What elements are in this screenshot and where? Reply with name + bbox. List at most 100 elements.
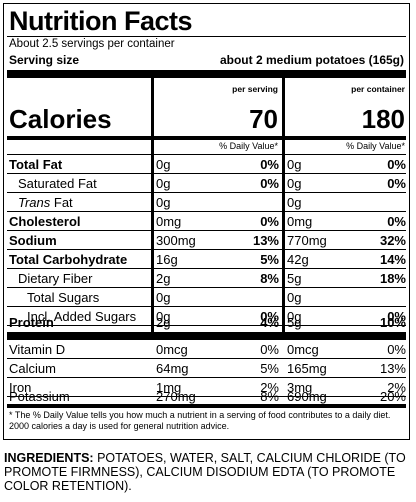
amount-per-serving: 2g [156,271,171,286]
nutrient-label: Sodium [9,233,57,248]
amount-per-serving: 0mcg [156,342,188,357]
dv-per-serving: 5% [260,252,279,267]
servings-per-container: About 2.5 servings per container [9,38,175,50]
nutrient-label: Saturated Fat [18,176,97,191]
serving-size-label: Serving size [9,53,80,67]
nutrient-row: Incl. Added Sugars 0g 0% 0g 0% [7,307,406,326]
dv-per-container: 14% [379,252,406,267]
nutrient-row: Trans Fat 0g 0g [7,193,406,212]
calories-per-serving: 70 [249,104,278,134]
daily-value-footnote: * The % Daily Value tells you how much a… [9,410,391,431]
vitamin-row: Calcium 64mg 5% 165mg 13% [7,359,406,378]
dv-per-container: 0% [387,309,406,324]
nutrient-label: Cholesterol [9,214,81,229]
nutrient-row: Cholesterol 0mg 0% 0mg 0% [7,212,406,231]
amount-per-serving: 0g [156,195,171,210]
nutrition-facts-panel: Nutrition Facts About 2.5 servings per c… [3,3,410,440]
nutrient-row: Total Carbohydrate 16g 5% 42g 14% [7,250,406,269]
amount-per-serving: 0g [156,157,171,172]
divider-thin [7,36,406,37]
nutrient-label-text: Fat [53,195,73,210]
dv-per-serving: 0% [260,176,279,191]
amount-per-container: 5g [287,271,302,286]
column-divider-left [151,78,154,334]
amount-per-serving: 270mg [156,389,196,404]
divider-medium [7,136,406,140]
ingredients: INGREDIENTS: POTATOES, WATER, SALT, CALC… [4,451,410,493]
dv-per-serving: 5% [260,361,279,376]
dv-per-serving: 8% [260,389,279,404]
dv-per-serving: 0% [260,309,279,324]
amount-per-serving: 64mg [156,361,189,376]
nutrient-label: Dietary Fiber [18,271,93,286]
dv-per-container: 0% [387,176,406,191]
nutrient-label: Total Sugars [27,290,100,305]
vitamin-row: Vitamin D 0mcg 0% 0mcg 0% [7,340,406,359]
amount-per-serving: 0g [156,290,171,305]
amount-per-container: 0g [287,290,302,305]
nutrient-row-protein: Protein 2g 4% 5g 10% [7,312,406,331]
dv-header-serving: % Daily Value* [219,141,278,151]
vitamin-label: Calcium [9,361,56,376]
divider-medium [7,404,406,408]
vitamin-label: Potassium [9,389,70,404]
divider-thick [7,70,406,78]
nutrient-row: Total Fat 0g 0% 0g 0% [7,155,406,174]
dv-per-container: 2% [387,380,406,395]
dv-per-serving: 2% [260,380,279,395]
amount-per-container: 42g [287,252,309,267]
amount-per-serving: 300mg [156,233,196,248]
nutrient-row: Dietary Fiber 2g 8% 5g 18% [7,269,406,288]
amount-per-container: 3mg [287,380,313,395]
nutrient-label: Trans Fat [18,195,73,210]
dv-per-container: 20% [379,389,406,404]
nutrient-label: Total Fat [9,157,63,172]
ingredients-text: POTATOES, WATER, SALT, CALCIUM CHLORIDE … [4,451,406,493]
amount-per-container: 0mcg [287,342,319,357]
nutrient-label: Incl. Added Sugars [27,309,137,324]
divider-thin [7,154,406,155]
amount-per-container: 0g [287,176,302,191]
dv-per-serving: 4% [260,315,279,330]
dv-per-serving: 8% [260,271,279,286]
calories-per-container: 180 [361,104,405,134]
dv-per-container: 13% [379,361,406,376]
nutrient-label: Total Carbohydrate [9,252,128,267]
amount-per-serving: 1mg [156,380,182,395]
dv-per-container: 0% [387,157,406,172]
amount-per-serving: 0g [156,176,171,191]
dv-per-container: 32% [379,233,406,248]
column-divider-right [282,78,285,334]
nutrient-row: Sodium 300mg 13% 770mg 32% [7,231,406,250]
vitamin-row: Iron 1mg 2% 3mg 2% [7,378,406,397]
amount-per-serving: 2g [156,315,171,330]
amount-per-container: 0g [287,157,302,172]
amount-per-container: 165mg [287,361,327,376]
amount-per-container: 770mg [287,233,327,248]
nutrient-row: Saturated Fat 0g 0% 0g 0% [7,174,406,193]
dv-per-serving: 0% [260,157,279,172]
amount-per-serving: 0mg [156,214,182,229]
divider-thick [7,332,406,340]
amount-per-container: 0g [287,309,302,324]
vitamin-label: Vitamin D [9,342,66,357]
nutrient-row: Total Sugars 0g 0g [7,288,406,307]
calories-label: Calories [9,104,112,134]
amount-per-serving: 0g [156,309,171,324]
dv-per-container: 0% [387,214,406,229]
amount-per-container: 0g [287,195,302,210]
nutrient-label: Protein [9,315,54,330]
dv-per-serving: 0% [260,214,279,229]
dv-header-container: % Daily Value* [346,141,405,151]
amount-per-container: 0mg [287,214,313,229]
dv-per-container: 18% [379,271,406,286]
amount-per-serving: 16g [156,252,178,267]
vitamin-label: Iron [9,380,32,395]
nutrient-label-italic: Trans [18,195,51,210]
dv-per-serving: 13% [252,233,279,248]
ingredients-label: INGREDIENTS: [4,451,94,465]
dv-per-container: 0% [387,342,406,357]
vitamin-row: Potassium 270mg 8% 690mg 20% [7,387,406,406]
per-container-header: per container [351,84,405,94]
serving-size-value: about 2 medium potatoes (165g) [219,53,404,67]
